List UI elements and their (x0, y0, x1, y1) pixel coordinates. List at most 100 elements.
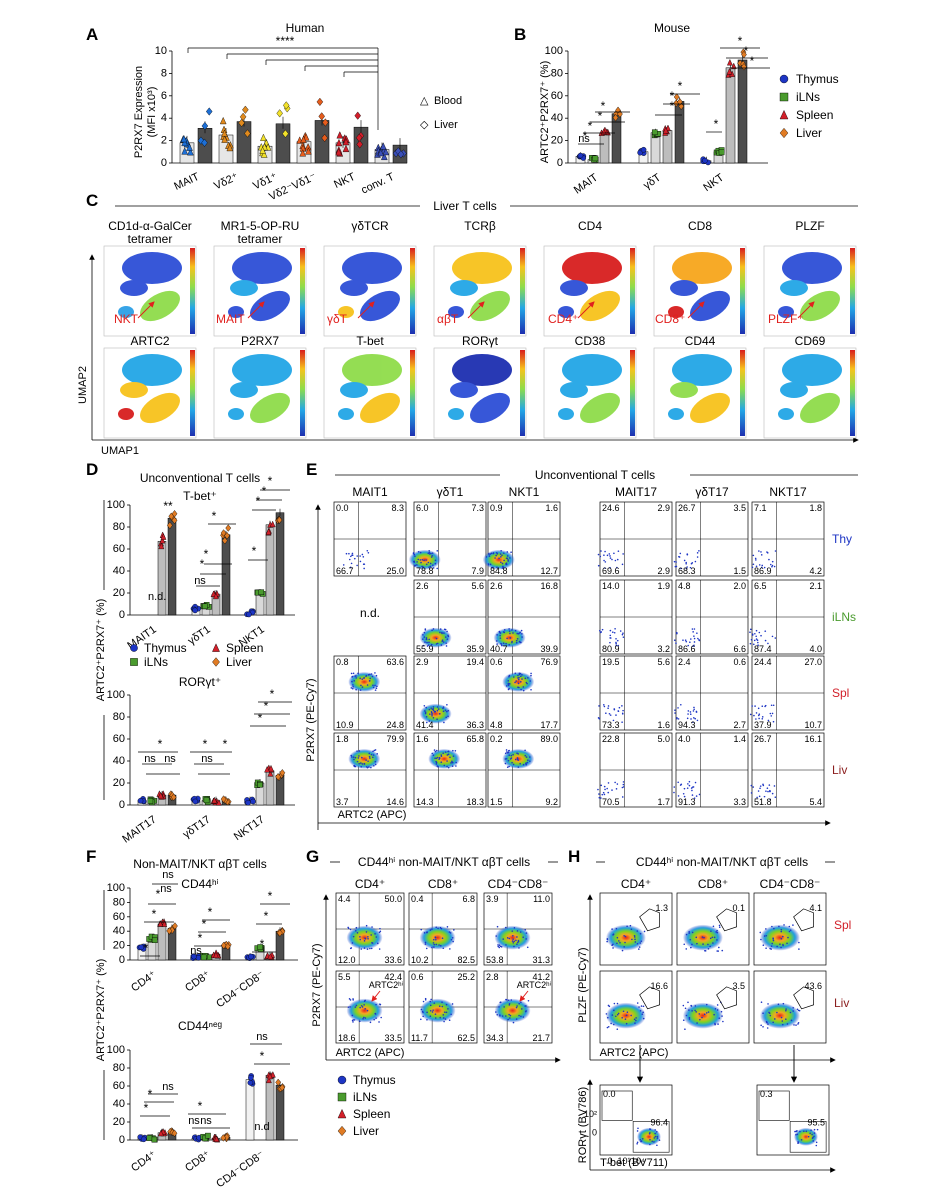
event-dot (615, 644, 618, 647)
sig-star: * (738, 34, 743, 48)
data-point (239, 112, 247, 121)
density-hotspot (759, 1002, 800, 1029)
panel-f: F Non-MAIT/NKT αβT cells CD44ʰⁱ CD44ⁿᵉᵍ … (86, 847, 298, 1190)
event-dot (785, 1009, 787, 1012)
event-dot (758, 795, 761, 798)
event-dot (716, 939, 718, 941)
legend-marker (130, 644, 138, 652)
event-dot (749, 631, 751, 634)
event-dot (611, 631, 614, 633)
event-dot (692, 631, 694, 633)
color-scale (850, 350, 855, 436)
data-point (265, 1076, 272, 1084)
event-dot (714, 1023, 716, 1026)
data-point (662, 126, 669, 134)
event-dot (342, 564, 345, 566)
event-dot (436, 756, 439, 759)
event-dot (507, 688, 510, 691)
cluster-low (580, 392, 620, 424)
event-dot (447, 715, 449, 718)
panel-f-ylabel: ARTC2⁺P2RX7⁺ (%) (95, 959, 107, 1062)
panel-g-xaxis: ARTC2 (APC) (336, 1047, 405, 1059)
event-dot (640, 1140, 643, 1142)
event-dot (754, 557, 757, 560)
event-dot (430, 556, 433, 558)
event-dot (504, 926, 507, 929)
panel-c-umap-grid: CD1d-α-GalCertetramerNKTARTC2MR1-5-OP-RU… (103, 219, 857, 439)
event-dot (422, 1000, 425, 1003)
event-dot (519, 931, 522, 933)
quad-tl: 0.9 (490, 503, 503, 513)
event-dot (643, 930, 646, 933)
event-dot (366, 1009, 369, 1012)
event-dot (684, 1028, 686, 1031)
event-dot (639, 1009, 642, 1012)
umap-title: CD1d-α-GalCer (108, 219, 192, 233)
quad-tr: 1.6 (545, 503, 558, 513)
event-dot (688, 932, 691, 934)
event-dot (612, 719, 615, 722)
quad-bl: 12.0 (338, 955, 356, 965)
flow-frame (756, 1084, 830, 1156)
event-dot (359, 1006, 361, 1009)
panel-e: E Unconventional T cells P2RX7 (PE-Cy7) … (305, 460, 858, 830)
flow-row-label: Liv (834, 996, 849, 1010)
density-hotspot (502, 671, 535, 692)
sig-star: * (208, 905, 213, 919)
data-point (651, 129, 658, 136)
event-dot (443, 628, 446, 631)
event-dot (694, 717, 697, 720)
quad-tr: 8.3 (391, 503, 404, 513)
event-dot (711, 936, 714, 939)
event-dot (621, 633, 624, 636)
plzf-gate (793, 986, 814, 1010)
event-dot (495, 1011, 497, 1013)
cluster-small (448, 306, 464, 318)
event-dot (815, 1141, 818, 1144)
y-tick-label: 6 (161, 90, 167, 102)
plzf-gate (716, 986, 737, 1010)
event-dot (352, 756, 355, 758)
event-dot (368, 679, 371, 682)
panel-e-header: Unconventional T cells (535, 468, 655, 482)
panel-c-xaxis: UMAP1 (101, 445, 139, 457)
y-tick-label: 2 (161, 135, 167, 147)
event-dot (363, 940, 366, 942)
event-dot (502, 631, 505, 633)
event-dot (376, 753, 378, 755)
event-dot (758, 713, 761, 715)
event-dot (687, 1001, 689, 1004)
quad-bl: 91.3 (678, 797, 696, 807)
event-dot (616, 1002, 619, 1005)
event-dot (611, 928, 613, 930)
event-dot (688, 780, 691, 783)
event-dot (508, 1002, 511, 1005)
event-dot (515, 641, 518, 644)
flow-column-title: CD8⁺ (698, 877, 728, 891)
quad-bl: 70.5 (602, 797, 620, 807)
event-dot (690, 1005, 693, 1007)
event-dot (515, 1006, 518, 1009)
event-dot (358, 762, 360, 765)
event-dot (432, 709, 435, 712)
data-point (166, 927, 173, 935)
event-dot (363, 1016, 365, 1019)
event-dot (450, 1013, 452, 1016)
data-point (172, 922, 178, 930)
event-dot (604, 561, 607, 563)
sig-star: * (198, 1099, 203, 1113)
event-dot (778, 925, 780, 928)
event-dot (355, 675, 357, 677)
sig-star: * (714, 117, 719, 131)
event-dot (449, 948, 451, 950)
event-dot (442, 752, 444, 754)
quad-tr: 16.1 (804, 734, 822, 744)
data-point (197, 136, 205, 145)
quad-tr: 1.4 (733, 734, 746, 744)
event-dot (351, 1014, 354, 1017)
event-dot (452, 749, 454, 752)
event-dot (616, 942, 618, 945)
quad-bl: 66.7 (336, 566, 354, 576)
